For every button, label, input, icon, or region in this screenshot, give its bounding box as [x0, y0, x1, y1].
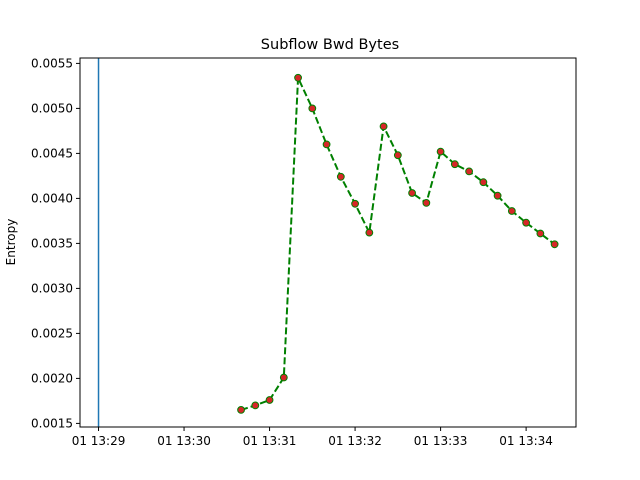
data-point [365, 228, 374, 237]
data-point [265, 396, 274, 404]
data-point [422, 199, 431, 207]
data-point [408, 189, 416, 197]
data-point [450, 160, 459, 169]
y-tick-label: 0.0025 [31, 326, 73, 340]
y-tick-label: 0.0035 [31, 236, 73, 250]
y-tick-label: 0.0020 [31, 371, 73, 385]
data-point [522, 218, 531, 227]
data-point [465, 167, 474, 176]
data-point [507, 207, 516, 215]
data-point [351, 199, 359, 208]
data-point [237, 406, 245, 414]
data-point [251, 401, 260, 410]
data-point [379, 122, 388, 131]
x-axis: 01 13:29 01 13:30 01 13:31 01 13:32 01 13:33… [72, 427, 553, 448]
data-point [336, 172, 345, 181]
y-axis-label: Entropy [4, 219, 18, 266]
plot-area [97, 58, 559, 427]
y-tick-label: 0.0015 [31, 416, 73, 430]
y-tick-label: 0.0055 [31, 56, 73, 70]
y-axis: 0.0015 0.0020 0.0025 0.0030 0.0035 0.0040 0.00… [31, 56, 80, 430]
data-point [493, 191, 502, 200]
x-tick-label: 01 13:32 [328, 434, 382, 448]
x-tick-label: 01 13:33 [414, 434, 468, 448]
x-tick-label: 01 13:30 [157, 434, 211, 448]
x-tick-label: 01 13:31 [243, 434, 297, 448]
data-point [550, 240, 559, 249]
x-tick-label: 01 13:29 [72, 434, 126, 448]
y-tick-label: 0.0045 [31, 146, 73, 160]
data-point [322, 140, 331, 149]
data-point [308, 104, 317, 113]
y-tick-label: 0.0030 [31, 281, 73, 295]
data-point [479, 178, 488, 187]
data-point [294, 73, 302, 82]
chart-title: Subflow Bwd Bytes [261, 37, 399, 53]
y-tick-label: 0.0050 [31, 101, 73, 115]
data-point [393, 151, 402, 160]
plot-frame [79, 57, 577, 428]
y-tick-label: 0.0040 [31, 191, 73, 205]
data-point [536, 229, 545, 238]
data-point [436, 147, 445, 156]
x-tick-label: 01 13:34 [499, 434, 553, 448]
data-point [279, 373, 288, 382]
